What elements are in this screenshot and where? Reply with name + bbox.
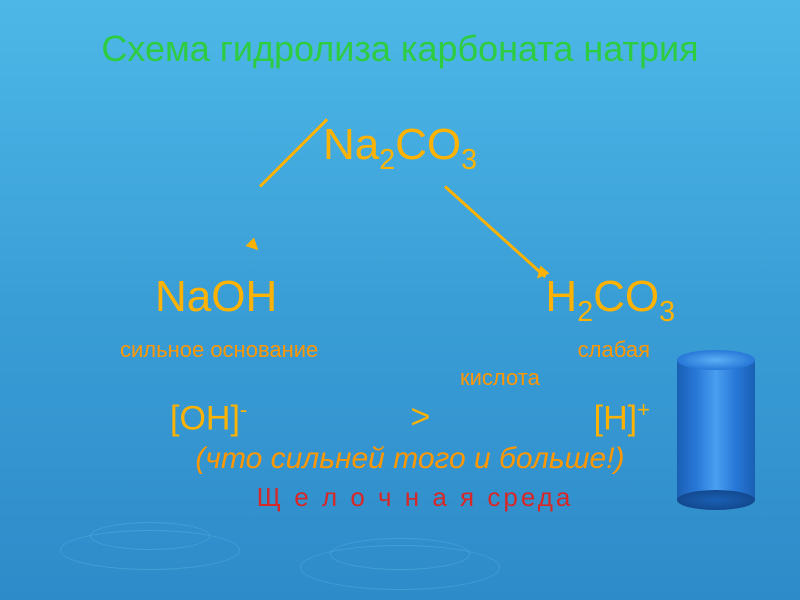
main-formula: Na2CO3 — [0, 120, 800, 177]
formula-part: CO — [593, 272, 659, 321]
desc-right-2: кислота — [460, 365, 650, 391]
ion-sup: - — [240, 397, 247, 422]
ion-base: [OH] — [170, 399, 240, 437]
formula-part: Na — [323, 120, 379, 169]
arrow-head-left — [246, 238, 263, 255]
ion-base: [H] — [594, 399, 637, 437]
desc-left: сильное основание — [120, 337, 318, 363]
formula-sub: 3 — [659, 296, 675, 328]
ion-right: [H]+ — [594, 397, 650, 438]
cylinder-body — [677, 360, 755, 500]
ion-compare: > — [247, 398, 593, 437]
formula-sub: 2 — [577, 296, 593, 328]
cylinder-bottom — [677, 490, 755, 510]
bg-ripple — [90, 522, 210, 550]
product-right: H2CO3 — [545, 272, 675, 329]
product-left: NaOH — [155, 272, 277, 329]
ion-left: [OH]- — [170, 397, 247, 438]
arrow-right — [444, 185, 546, 278]
bg-ripple — [330, 538, 470, 570]
formula-part: CO — [395, 120, 461, 169]
formula-sub: 2 — [379, 144, 395, 176]
cylinder-top — [677, 350, 755, 370]
formula-part: H — [545, 272, 577, 321]
cylinder-graphic — [677, 350, 755, 510]
slide-title: Схема гидролиза карбоната натрия — [0, 0, 800, 70]
products-row: NaOH H2CO3 — [0, 272, 800, 329]
formula-sub: 3 — [461, 144, 477, 176]
desc-right: слабая — [578, 337, 650, 363]
ion-sup: + — [637, 397, 650, 422]
